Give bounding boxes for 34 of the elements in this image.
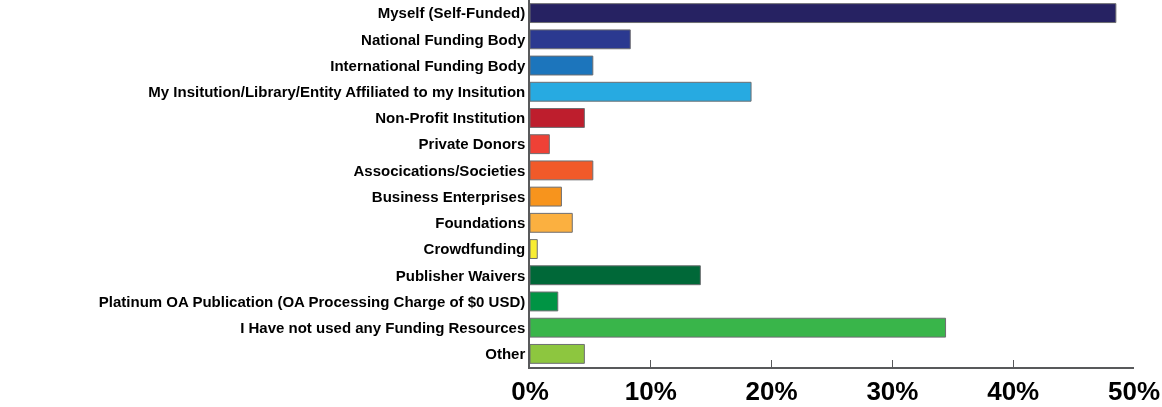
x-tick-label: 40% bbox=[987, 375, 1040, 406]
bar bbox=[530, 108, 585, 128]
y-tick-label: I Have not used any Funding Resources bbox=[240, 318, 526, 336]
x-tick-label: 10% bbox=[624, 375, 677, 406]
bar bbox=[530, 317, 947, 338]
x-tick-label: 30% bbox=[866, 375, 919, 406]
y-tick-label: Business Enterprises bbox=[371, 187, 526, 205]
x-tick-label: 50% bbox=[1107, 375, 1161, 406]
bar bbox=[530, 134, 550, 155]
bar bbox=[530, 55, 594, 76]
y-tick-label: National Funding Body bbox=[361, 30, 526, 48]
y-tick-label: Assocications/Societies bbox=[353, 161, 526, 179]
y-tick-label: Foundations bbox=[435, 214, 526, 232]
bar bbox=[530, 29, 631, 50]
x-tick-label: 20% bbox=[745, 375, 798, 406]
y-tick-label: My Insitution/Library/Entity Affiliated to my Insitution bbox=[148, 83, 526, 100]
bar bbox=[530, 3, 1117, 24]
y-tick-label: Private Donors bbox=[418, 135, 526, 153]
bar bbox=[530, 81, 752, 102]
bar bbox=[530, 291, 559, 312]
y-tick-label: Crowdfunding bbox=[423, 240, 526, 258]
bar bbox=[530, 160, 594, 181]
bar bbox=[530, 343, 585, 364]
bar bbox=[530, 265, 701, 286]
y-tick-label: International Funding Body bbox=[330, 56, 526, 74]
bar bbox=[530, 212, 573, 233]
y-tick-label: Publisher Waivers bbox=[395, 266, 526, 284]
x-tick-label: 0% bbox=[511, 375, 549, 406]
y-tick-label: Myself (Self-Funded) bbox=[377, 4, 526, 22]
y-tick-label: Platinum OA Publication (OA Processing Charge of $0 USD) bbox=[98, 292, 526, 310]
bar bbox=[530, 239, 538, 259]
bar bbox=[530, 186, 562, 207]
y-tick-label: Other bbox=[485, 345, 526, 363]
y-tick-label: Non-Profit Institution bbox=[375, 109, 526, 127]
